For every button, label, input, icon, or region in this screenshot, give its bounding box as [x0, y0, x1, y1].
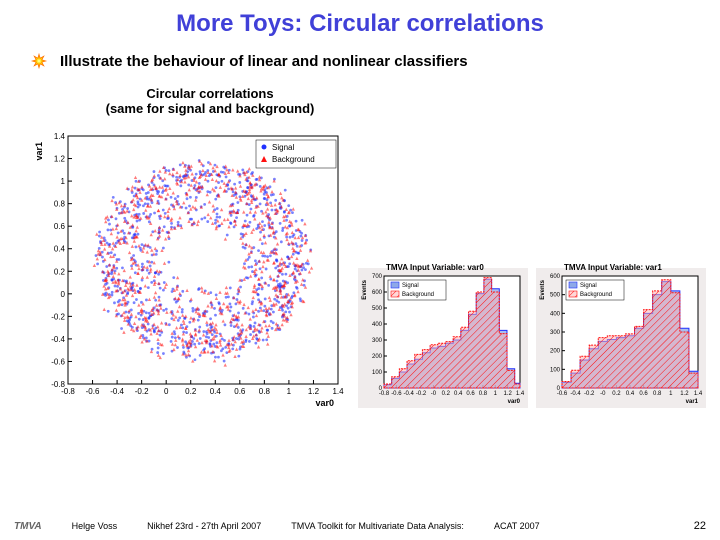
svg-text:-0.2: -0.2 — [584, 391, 595, 397]
bullet-text: Illustrate the behaviour of linear and n… — [60, 53, 468, 70]
svg-text:600: 600 — [372, 290, 383, 296]
svg-text:0.6: 0.6 — [639, 391, 648, 397]
footer-talk: TMVA Toolkit for Multivariate Data Analy… — [291, 521, 464, 531]
svg-text:-0.4: -0.4 — [404, 391, 415, 397]
page-number: 22 — [694, 520, 706, 532]
svg-text:-0.4: -0.4 — [51, 335, 65, 344]
svg-text:Background: Background — [402, 292, 434, 298]
svg-text:0.6: 0.6 — [234, 387, 246, 396]
svg-text:0.6: 0.6 — [466, 391, 475, 397]
svg-text:0.6: 0.6 — [54, 222, 66, 231]
svg-text:600: 600 — [550, 274, 561, 280]
footer-author: Helge Voss — [72, 521, 118, 531]
svg-text:Background: Background — [272, 155, 315, 164]
svg-text:100: 100 — [550, 367, 561, 373]
svg-text:0.8: 0.8 — [479, 391, 488, 397]
svg-text:Signal: Signal — [272, 143, 294, 152]
svg-text:-0.6: -0.6 — [391, 391, 402, 397]
svg-text:-0: -0 — [600, 391, 606, 397]
svg-text:-0.8: -0.8 — [379, 391, 390, 397]
bullet-row: Illustrate the behaviour of linear and n… — [0, 44, 720, 80]
svg-text:-0.2: -0.2 — [416, 391, 427, 397]
svg-text:0.4: 0.4 — [54, 245, 66, 254]
svg-text:500: 500 — [550, 293, 561, 299]
svg-text:1.2: 1.2 — [308, 387, 320, 396]
svg-text:Background: Background — [580, 292, 612, 298]
svg-text:0.4: 0.4 — [210, 387, 222, 396]
svg-text:1.2: 1.2 — [54, 155, 66, 164]
svg-text:-0.2: -0.2 — [51, 312, 65, 321]
svg-text:Events: Events — [362, 279, 368, 299]
svg-text:700: 700 — [372, 274, 383, 280]
svg-text:var1: var1 — [34, 142, 44, 161]
svg-text:0.4: 0.4 — [454, 391, 463, 397]
hist-var0: TMVA Input Variable: var0010020030040050… — [358, 258, 528, 413]
footer: TMVA Helge Voss Nikhef 23rd - 27th April… — [0, 520, 720, 532]
scatter-subtitle: Circular correlations (same for signal a… — [60, 86, 360, 116]
svg-text:200: 200 — [372, 354, 383, 360]
svg-text:1.4: 1.4 — [694, 391, 703, 397]
svg-text:1.4: 1.4 — [332, 387, 344, 396]
svg-text:-0.4: -0.4 — [110, 387, 124, 396]
svg-text:0: 0 — [61, 290, 66, 299]
svg-text:100: 100 — [372, 370, 383, 376]
svg-text:0.2: 0.2 — [54, 267, 66, 276]
svg-text:300: 300 — [372, 338, 383, 344]
svg-text:1.4: 1.4 — [516, 391, 525, 397]
svg-text:200: 200 — [550, 349, 561, 355]
svg-text:1: 1 — [287, 387, 292, 396]
svg-text:400: 400 — [372, 322, 383, 328]
svg-text:0.2: 0.2 — [612, 391, 621, 397]
subtitle-line1: Circular correlations — [60, 86, 360, 101]
svg-text:300: 300 — [550, 330, 561, 336]
footer-conf: ACAT 2007 — [494, 521, 540, 531]
svg-text:TMVA Input Variable: var1: TMVA Input Variable: var1 — [564, 263, 662, 272]
svg-text:Signal: Signal — [580, 283, 597, 289]
svg-text:-0.4: -0.4 — [570, 391, 581, 397]
charts-row: -0.8-0.6-0.4-0.200.20.40.60.811.21.4-0.8… — [0, 116, 720, 413]
svg-text:0.2: 0.2 — [185, 387, 197, 396]
footer-venue: Nikhef 23rd - 27th April 2007 — [147, 521, 261, 531]
svg-text:Events: Events — [540, 279, 546, 299]
svg-text:1.2: 1.2 — [680, 391, 689, 397]
svg-text:-0: -0 — [431, 391, 437, 397]
svg-text:-0.6: -0.6 — [557, 391, 568, 397]
svg-text:Signal: Signal — [402, 283, 419, 289]
svg-text:0.8: 0.8 — [259, 387, 271, 396]
svg-text:-0.6: -0.6 — [51, 357, 65, 366]
slide-title: More Toys: Circular correlations — [0, 0, 720, 44]
scatter-chart: -0.8-0.6-0.4-0.200.20.40.60.811.21.4-0.8… — [30, 118, 350, 413]
svg-text:0: 0 — [164, 387, 169, 396]
svg-text:400: 400 — [550, 311, 561, 317]
svg-text:500: 500 — [372, 306, 383, 312]
svg-text:-0.8: -0.8 — [51, 380, 65, 389]
svg-text:0.4: 0.4 — [626, 391, 635, 397]
svg-text:0.8: 0.8 — [54, 200, 66, 209]
svg-text:1: 1 — [61, 177, 66, 186]
svg-text:var0: var0 — [315, 398, 334, 408]
starburst-icon — [30, 52, 48, 70]
svg-text:-0.2: -0.2 — [135, 387, 149, 396]
svg-text:1.4: 1.4 — [54, 132, 66, 141]
tmva-logo: TMVA — [14, 521, 42, 532]
svg-text:TMVA Input Variable: var0: TMVA Input Variable: var0 — [386, 263, 484, 272]
svg-text:var0: var0 — [508, 399, 521, 405]
svg-text:0.8: 0.8 — [653, 391, 662, 397]
svg-text:0.2: 0.2 — [442, 391, 451, 397]
subtitle-line2: (same for signal and background) — [60, 101, 360, 116]
svg-text:-0.6: -0.6 — [86, 387, 100, 396]
svg-text:var1: var1 — [686, 399, 699, 405]
svg-text:1.2: 1.2 — [503, 391, 512, 397]
hist-var1: TMVA Input Variable: var1010020030040050… — [536, 258, 706, 413]
